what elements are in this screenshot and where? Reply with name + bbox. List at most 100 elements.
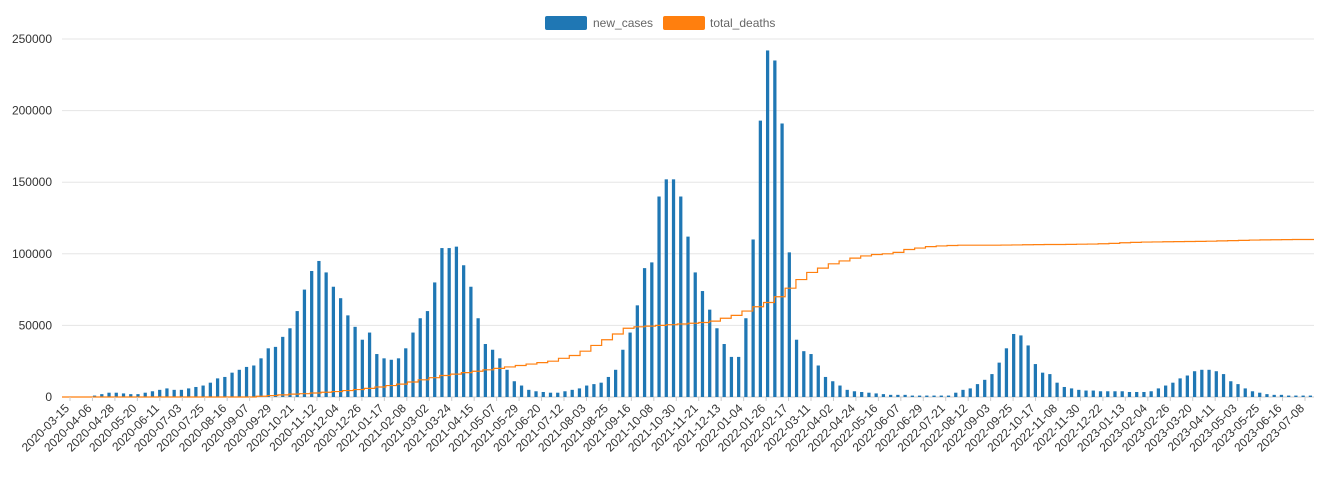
new-cases-bar[interactable] [440,248,444,397]
new-cases-bar[interactable] [367,332,372,397]
new-cases-bar[interactable] [1127,391,1132,397]
new-cases-bar[interactable] [1192,371,1197,397]
new-cases-bar[interactable] [657,196,661,397]
new-cases-bar[interactable] [867,392,871,397]
new-cases-bar[interactable] [187,388,191,397]
new-cases-bar[interactable] [968,388,972,397]
new-cases-bar[interactable] [802,351,806,397]
new-cases-bar[interactable] [302,289,307,397]
new-cases-bar[interactable] [773,60,777,397]
new-cases-bar[interactable] [679,196,683,397]
new-cases-bar[interactable] [874,393,878,397]
new-cases-bar[interactable] [910,395,914,397]
new-cases-bar[interactable] [462,265,466,397]
new-cases-bar[interactable] [252,365,256,397]
new-cases-bar[interactable] [375,354,379,397]
new-cases-bar[interactable] [881,394,886,397]
new-cases-bar[interactable] [208,382,212,397]
new-cases-bar[interactable] [389,359,393,397]
new-cases-bar[interactable] [143,392,147,397]
new-cases-bar[interactable] [686,236,690,397]
new-cases-bar[interactable] [592,384,596,397]
new-cases-bar[interactable] [527,389,531,397]
new-cases-bar[interactable] [476,318,480,397]
new-cases-bar[interactable] [563,391,567,397]
new-cases-bar[interactable] [129,394,133,397]
new-cases-bar[interactable] [1236,384,1240,397]
new-cases-bar[interactable] [338,298,343,397]
new-cases-bar[interactable] [700,291,705,397]
new-cases-bar[interactable] [946,395,951,397]
new-cases-bar[interactable] [823,376,828,397]
new-cases-bar[interactable] [1265,394,1269,397]
new-cases-bar[interactable] [729,356,734,397]
new-cases-bar[interactable] [845,389,849,397]
new-cases-bar[interactable] [1164,385,1168,397]
new-cases-bar[interactable] [606,376,611,397]
new-cases-bar[interactable] [201,385,205,397]
new-cases-bar[interactable] [1287,395,1291,397]
new-cases-bar[interactable] [585,385,589,397]
new-cases-bar[interactable] [230,372,234,397]
new-cases-bar[interactable] [1048,374,1052,397]
new-cases-bar[interactable] [469,286,473,397]
new-cases-bar[interactable] [1135,391,1139,397]
new-cases-bar[interactable] [1091,390,1095,397]
new-cases-bar[interactable] [614,369,618,397]
new-cases-bar[interactable] [172,389,176,397]
new-cases-bar[interactable] [794,339,799,397]
new-cases-bar[interactable] [295,311,299,397]
new-cases-bar[interactable] [223,376,227,397]
new-cases-bar[interactable] [852,391,857,397]
new-cases-bar[interactable] [158,389,162,397]
new-cases-bar[interactable] [1279,394,1284,397]
new-cases-bar[interactable] [809,354,813,397]
new-cases-bar[interactable] [765,50,770,398]
new-cases-bar[interactable] [425,311,430,397]
new-cases-bar[interactable] [1250,391,1255,397]
new-cases-bar[interactable] [165,388,169,397]
new-cases-bar[interactable] [382,358,386,397]
new-cases-bar[interactable] [635,305,639,397]
new-cases-bar[interactable] [1308,395,1313,397]
new-cases-bar[interactable] [1258,392,1262,397]
new-cases-bar[interactable] [744,318,748,397]
new-cases-bar[interactable] [1069,388,1074,397]
new-cases-bar[interactable] [454,246,459,397]
new-cases-bar[interactable] [259,358,263,397]
new-cases-bar[interactable] [1012,333,1016,397]
legend-label-new-cases[interactable]: new_cases [593,16,653,30]
new-cases-bar[interactable] [758,120,762,398]
new-cases-bar[interactable] [889,394,893,397]
new-cases-bar[interactable] [975,384,980,397]
new-cases-bar[interactable] [671,179,676,397]
new-cases-bar[interactable] [903,394,907,397]
new-cases-bar[interactable] [917,395,922,397]
new-cases-bar[interactable] [324,272,328,397]
new-cases-bar[interactable] [114,392,118,397]
new-cases-bar[interactable] [273,346,278,397]
new-cases-bar[interactable] [556,392,560,397]
new-cases-bar[interactable] [360,339,364,397]
new-cases-bar[interactable] [150,391,155,397]
new-cases-bar[interactable] [1301,395,1305,397]
new-cases-bar[interactable] [179,389,184,397]
new-cases-bar[interactable] [1214,371,1218,397]
new-cases-bar[interactable] [1185,375,1189,397]
new-cases-bar[interactable] [433,282,437,397]
new-cases-bar[interactable] [577,388,582,397]
new-cases-bar[interactable] [353,326,357,397]
new-cases-bar[interactable] [816,365,820,397]
new-cases-bar[interactable] [310,270,314,397]
new-cases-bar[interactable] [107,392,111,397]
new-cases-bar[interactable] [570,389,574,397]
new-cases-bar[interactable] [1004,348,1009,397]
new-cases-bar[interactable] [1077,389,1081,397]
new-cases-bar[interactable] [1142,391,1146,397]
new-cases-bar[interactable] [939,395,943,397]
new-cases-bar[interactable] [961,389,965,397]
new-cases-bar[interactable] [1120,391,1124,397]
new-cases-bar[interactable] [1178,378,1182,397]
new-cases-bar[interactable] [505,369,509,397]
new-cases-bar[interactable] [548,392,553,397]
